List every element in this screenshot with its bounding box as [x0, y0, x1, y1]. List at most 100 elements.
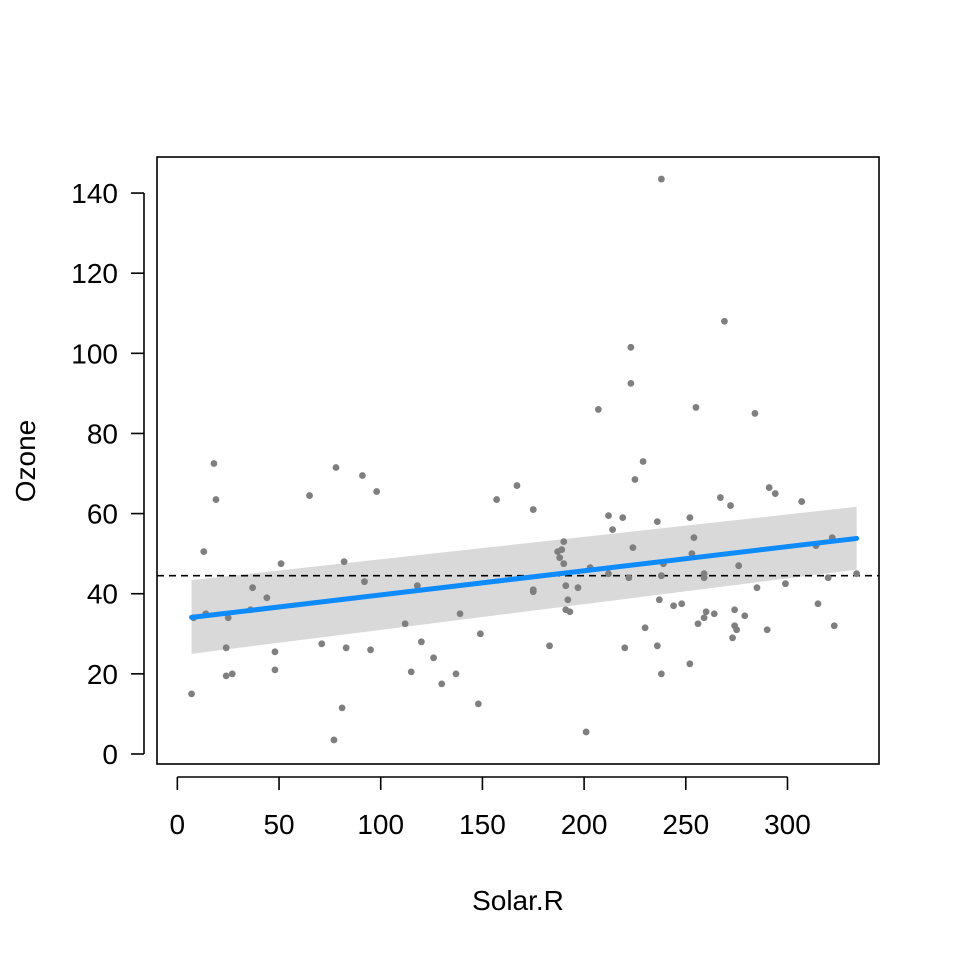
- data-point: [605, 570, 612, 578]
- data-point: [476, 630, 484, 638]
- data-point: [564, 596, 572, 604]
- data-point: [367, 646, 374, 654]
- data-point: [560, 538, 568, 546]
- data-point: [641, 624, 649, 632]
- data-point: [853, 570, 861, 578]
- data-point: [771, 490, 779, 497]
- data-point: [631, 476, 639, 483]
- data-point: [574, 584, 582, 592]
- data-point: [582, 728, 590, 736]
- data-point: [686, 514, 694, 521]
- data-point: [733, 626, 741, 634]
- data-point: [657, 670, 665, 678]
- plot-frame: [156, 156, 880, 765]
- data-point: [529, 506, 537, 513]
- data-point: [249, 584, 256, 592]
- data-point: [657, 175, 665, 183]
- data-point: [407, 668, 415, 676]
- data-point: [670, 602, 677, 610]
- data-point: [824, 574, 832, 582]
- fit-line-layer: [189, 535, 860, 620]
- data-point: [277, 560, 285, 568]
- y-tick-label: 120: [71, 258, 118, 289]
- data-point: [605, 512, 612, 519]
- x-tick-label: 250: [662, 809, 709, 840]
- data-point: [263, 594, 271, 602]
- y-axis-label: Ozone: [10, 420, 41, 503]
- data-point: [306, 492, 313, 499]
- data-point: [655, 596, 663, 604]
- y-tick-label: 20: [87, 659, 118, 690]
- x-tick-label: 300: [764, 809, 811, 840]
- data-point: [798, 498, 806, 505]
- data-point: [627, 379, 635, 387]
- data-point: [513, 482, 521, 489]
- data-point: [560, 560, 568, 568]
- data-point: [700, 614, 708, 622]
- data-point: [721, 317, 728, 325]
- data-point: [401, 620, 409, 628]
- y-tick-label: 140: [71, 178, 118, 209]
- x-tick-label: 100: [357, 809, 404, 840]
- points-layer: [188, 175, 861, 744]
- data-point: [556, 554, 564, 562]
- x-tick-label: 50: [263, 809, 294, 840]
- data-point: [332, 464, 340, 471]
- data-point: [271, 666, 279, 674]
- data-point: [452, 670, 460, 678]
- data-point: [359, 472, 366, 479]
- data-point: [212, 496, 220, 503]
- data-point: [456, 610, 464, 618]
- data-point: [639, 458, 647, 465]
- data-point: [678, 600, 686, 608]
- data-point: [702, 608, 710, 616]
- x-tick-label: 150: [459, 809, 506, 840]
- data-point: [340, 558, 348, 566]
- data-point: [627, 343, 635, 351]
- data-point: [753, 584, 761, 592]
- data-point: [692, 404, 700, 411]
- data-point: [228, 670, 236, 678]
- data-point: [727, 502, 734, 509]
- data-point: [566, 608, 574, 616]
- data-point: [763, 626, 771, 634]
- data-point: [438, 680, 446, 688]
- data-point: [318, 640, 326, 648]
- data-point: [653, 642, 661, 650]
- data-point: [210, 460, 218, 467]
- data-point: [710, 610, 718, 618]
- data-point: [751, 410, 759, 417]
- y-tick-label: 40: [87, 579, 118, 610]
- data-point: [222, 672, 230, 680]
- data-point: [690, 534, 698, 542]
- data-point: [619, 514, 627, 521]
- data-point: [474, 700, 482, 708]
- data-point: [716, 494, 724, 501]
- data-point: [609, 526, 616, 534]
- data-point: [729, 634, 736, 642]
- data-point: [188, 690, 195, 698]
- x-axis-label: Solar.R: [472, 885, 564, 916]
- data-point: [546, 642, 553, 650]
- data-point: [621, 644, 629, 652]
- x-axis: 0 50 100 150 200 250 300: [170, 776, 811, 840]
- data-point: [342, 644, 350, 652]
- data-point: [558, 546, 566, 554]
- data-point: [562, 582, 570, 590]
- data-point: [594, 406, 602, 413]
- data-point: [222, 644, 230, 652]
- data-point: [271, 648, 279, 656]
- y-tick-label: 80: [87, 418, 118, 449]
- data-point: [330, 736, 338, 744]
- fit-line: [189, 535, 860, 620]
- data-point: [814, 600, 822, 608]
- data-point: [694, 620, 702, 628]
- y-axis: 0 20 40 60 80 100 120 140: [71, 178, 145, 770]
- data-point: [765, 484, 773, 491]
- data-point: [413, 582, 421, 590]
- x-tick-label: 200: [561, 809, 608, 840]
- x-tick-label: 0: [170, 809, 186, 840]
- data-point: [731, 606, 738, 614]
- data-point: [361, 578, 368, 586]
